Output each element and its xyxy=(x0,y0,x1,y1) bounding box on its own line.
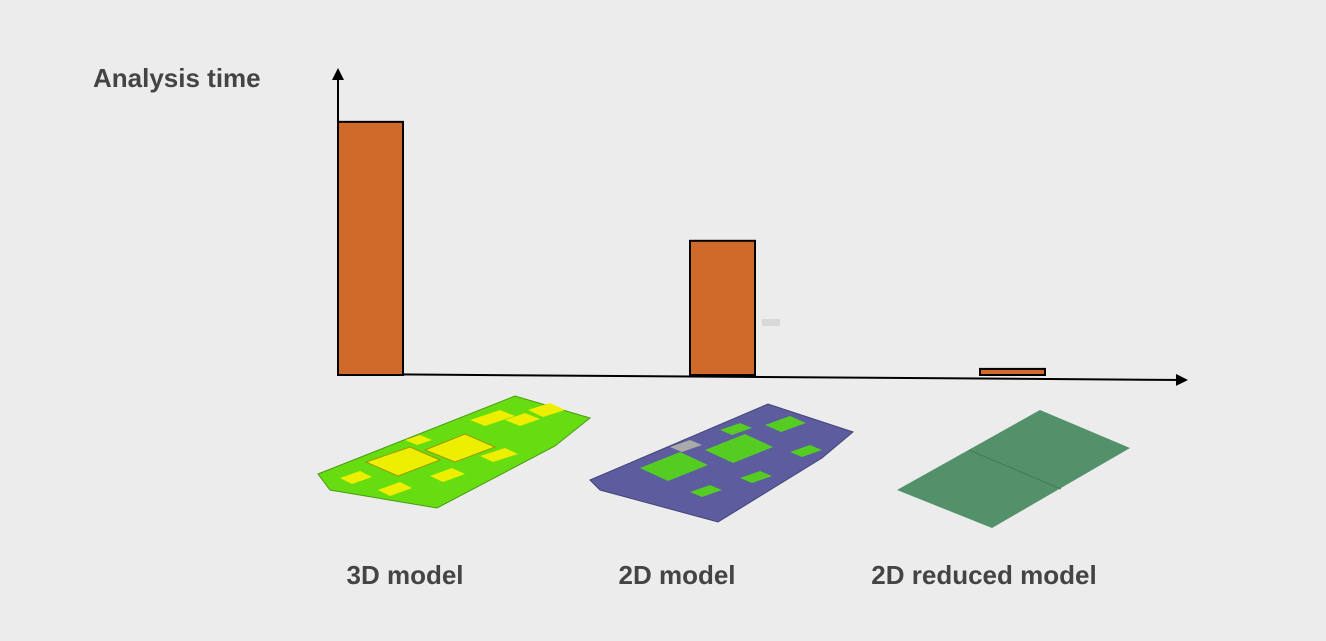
board-3d-image xyxy=(317,395,592,509)
x-tick-label: 3D model xyxy=(346,560,463,590)
board-2d-image xyxy=(589,403,855,523)
x-axis xyxy=(337,373,1188,386)
bar xyxy=(979,367,1046,376)
artifact xyxy=(762,319,780,326)
board-reduced-image xyxy=(897,410,1130,528)
bar xyxy=(337,120,404,376)
x-tick-label: 2D model xyxy=(618,560,735,590)
y-axis-label: Analysis time xyxy=(93,63,261,93)
x-tick-label: 2D reduced model xyxy=(871,560,1096,590)
bar xyxy=(689,239,756,376)
